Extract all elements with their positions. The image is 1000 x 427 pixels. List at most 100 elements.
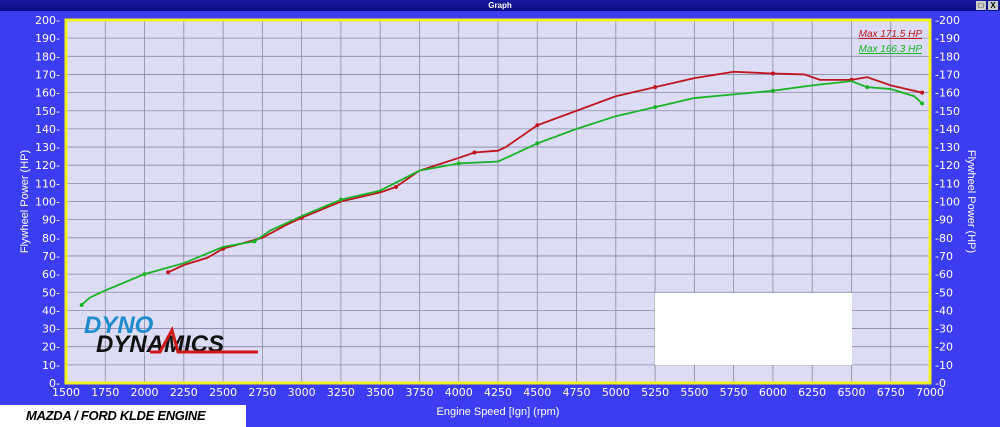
data-point	[79, 302, 84, 307]
y-tick-label-right: -50	[935, 286, 953, 299]
y-tick-label-right: -120	[935, 159, 960, 172]
title-bar: Graph □ X	[0, 0, 1000, 11]
data-point	[535, 123, 540, 128]
blank-box	[655, 293, 852, 365]
series-line-1	[81, 80, 923, 306]
y-tick-label-left: 90-	[42, 214, 60, 227]
x-tick-label: 3750	[405, 386, 433, 399]
data-point	[653, 85, 658, 90]
y-tick-label-left: 40-	[42, 304, 60, 317]
x-tick-label: 6000	[759, 386, 787, 399]
x-tick-label: 2500	[209, 386, 237, 399]
restore-icon[interactable]: □	[976, 1, 986, 10]
y-tick-label-right: -70	[935, 250, 953, 263]
x-tick-label: 1750	[91, 386, 119, 399]
y-tick-label-right: -180	[935, 50, 960, 63]
x-tick-label: 3250	[327, 386, 355, 399]
y-tick-label-right: -140	[935, 123, 960, 136]
series-line-0	[167, 70, 923, 274]
x-tick-label: 3500	[366, 386, 394, 399]
logo-swoosh	[150, 326, 258, 354]
data-point	[865, 85, 870, 90]
y-axis-label-right: Flywheel Power (HP)	[965, 150, 977, 253]
y-tick-label-left: 70-	[42, 250, 60, 263]
legend-entry-0: Max 171.5 HP	[859, 29, 923, 40]
y-tick-label-right: -90	[935, 214, 953, 227]
y-tick-label-right: -190	[935, 32, 960, 45]
data-point	[338, 197, 343, 202]
x-tick-label: 6250	[798, 386, 826, 399]
y-tick-label-left: 110-	[35, 177, 60, 190]
y-tick-label-left: 200-	[35, 14, 60, 27]
y-tick-label-right: -110	[935, 177, 960, 190]
y-tick-label-left: 190-	[35, 32, 60, 45]
y-tick-label-left: 120-	[35, 159, 60, 172]
x-tick-label: 6500	[837, 386, 865, 399]
x-tick-label: 5500	[680, 386, 708, 399]
data-point	[166, 270, 171, 275]
x-tick-label: 5750	[720, 386, 748, 399]
y-tick-label-right: -40	[935, 304, 953, 317]
y-tick-label-left: 170-	[35, 68, 60, 81]
data-point	[535, 141, 540, 146]
y-tick-label-right: -30	[935, 323, 953, 336]
x-tick-label: 5000	[602, 386, 630, 399]
y-tick-label-left: 100-	[35, 196, 60, 209]
y-tick-label-left: 150-	[35, 105, 60, 118]
y-axis-label-left: Flywheel Power (HP)	[19, 150, 31, 253]
engine-label: MAZDA / FORD KLDE ENGINE	[0, 405, 246, 427]
y-tick-label-right: -200	[935, 14, 960, 27]
y-tick-label-right: -150	[935, 105, 960, 118]
x-tick-label: 2750	[248, 386, 276, 399]
y-tick-label-right: -80	[935, 232, 953, 245]
data-point	[770, 71, 775, 76]
data-point	[920, 90, 925, 95]
x-axis-label: Engine Speed [Ign] (rpm)	[437, 406, 560, 418]
y-tick-label-left: 140-	[35, 123, 60, 136]
y-tick-label-left: 80-	[42, 232, 60, 245]
data-point	[472, 150, 477, 155]
y-tick-label-left: 130-	[35, 141, 60, 154]
data-point	[770, 88, 775, 93]
y-tick-label-right: -130	[935, 141, 960, 154]
data-point	[252, 239, 257, 244]
y-tick-label-right: -10	[935, 359, 953, 372]
y-tick-label-left: 10-	[42, 359, 60, 372]
close-icon[interactable]: X	[988, 1, 998, 10]
y-tick-label-left: 30-	[42, 323, 60, 336]
y-tick-label-left: 20-	[42, 341, 60, 354]
y-tick-label-left: 60-	[42, 268, 60, 281]
y-tick-label-left: 160-	[35, 87, 60, 100]
x-tick-label: 4500	[523, 386, 551, 399]
plot-frame	[64, 18, 932, 385]
y-tick-label-right: -160	[935, 87, 960, 100]
data-point	[920, 101, 925, 106]
data-point	[456, 161, 461, 166]
y-tick-label-right: -60	[935, 268, 953, 281]
y-tick-label-left: 0-	[49, 377, 60, 390]
x-tick-label: 7000	[916, 386, 944, 399]
y-tick-label-left: 50-	[42, 286, 60, 299]
data-point	[393, 184, 398, 189]
legend-entry-1: Max 166.3 HP	[859, 44, 923, 55]
data-point	[142, 272, 147, 277]
y-tick-label-right: -100	[935, 196, 960, 209]
x-tick-label: 1500	[52, 386, 80, 399]
window-title: Graph	[488, 1, 512, 10]
data-point	[653, 105, 658, 110]
y-tick-label-left: 180-	[35, 50, 60, 63]
x-tick-label: 3000	[288, 386, 316, 399]
y-tick-label-right: -170	[935, 68, 960, 81]
x-tick-label: 4000	[445, 386, 473, 399]
y-tick-label-right: -20	[935, 341, 953, 354]
x-tick-label: 6750	[877, 386, 905, 399]
logo-line1: DYNO	[84, 312, 154, 339]
logo-line2: DYNAMICS	[96, 331, 224, 358]
x-tick-label: 5250	[641, 386, 669, 399]
x-tick-label: 4250	[484, 386, 512, 399]
x-tick-label: 4750	[563, 386, 591, 399]
y-tick-label-right: -0	[935, 377, 946, 390]
x-tick-label: 2000	[131, 386, 159, 399]
